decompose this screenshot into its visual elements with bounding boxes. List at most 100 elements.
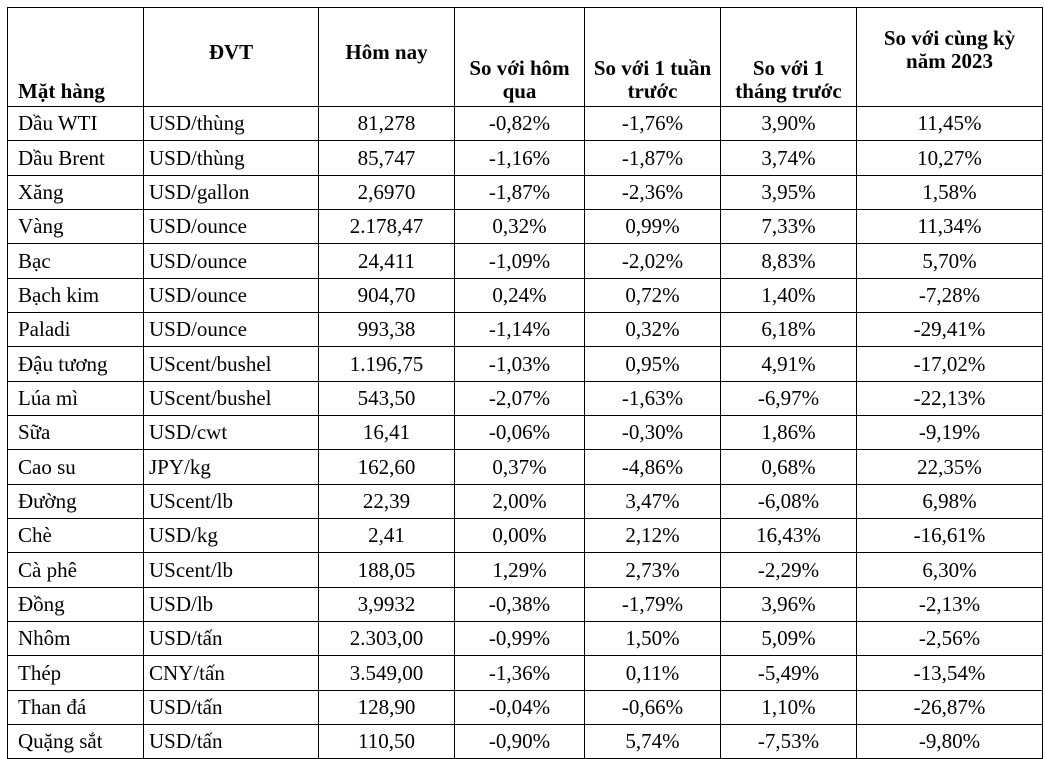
- cell-vs-yoy: 11,34%: [856, 209, 1043, 244]
- table-row: Xăng USD/gallon 2,6970 -1,87% -2,36% 3,95% 1,5…: [7, 175, 1043, 210]
- cell-vs-week: -4,86%: [584, 449, 721, 485]
- cell-vs-month: 5,09%: [720, 621, 857, 656]
- cell-today: 904,70: [318, 278, 455, 313]
- cell-vs-yoy: 5,70%: [856, 243, 1043, 279]
- cell-vs-week: -1,79%: [584, 587, 721, 622]
- cell-item: Cao su: [7, 449, 144, 485]
- cell-today: 2,6970: [318, 175, 455, 210]
- cell-vs-month: 3,96%: [720, 587, 857, 622]
- cell-today: 110,50: [318, 724, 455, 759]
- cell-vs-week: 3,47%: [584, 484, 721, 519]
- table-row: Paladi USD/ounce 993,38 -1,14% 0,32% 6,18% -29…: [7, 312, 1043, 347]
- cell-unit: USD/thùng: [143, 140, 319, 176]
- cell-unit: USD/ounce: [143, 278, 319, 313]
- table-body: Dầu WTI USD/thùng 81,278 -0,82% -1,76% 3,90% 1…: [7, 106, 1043, 759]
- cell-item: Dầu WTI: [7, 106, 144, 141]
- cell-unit: USD/kg: [143, 518, 319, 553]
- cell-vs-yoy: 1,58%: [856, 175, 1043, 210]
- cell-today: 85,747: [318, 140, 455, 176]
- cell-unit: CNY/tấn: [143, 655, 319, 691]
- cell-vs-yesterday: 0,32%: [454, 209, 585, 244]
- cell-vs-yesterday: -1,16%: [454, 140, 585, 176]
- cell-unit: USD/ounce: [143, 209, 319, 244]
- cell-vs-month: 0,68%: [720, 449, 857, 485]
- cell-item: Đường: [7, 484, 144, 519]
- cell-vs-month: 16,43%: [720, 518, 857, 553]
- cell-vs-yoy: -29,41%: [856, 312, 1043, 347]
- cell-vs-yoy: -9,80%: [856, 724, 1043, 759]
- cell-vs-week: 5,74%: [584, 724, 721, 759]
- table-row: Đậu tương UScent/bushel 1.196,75 -1,03% 0,95…: [7, 346, 1043, 382]
- cell-vs-yoy: -13,54%: [856, 655, 1043, 691]
- cell-item: Bạch kim: [7, 278, 144, 313]
- cell-vs-month: -6,08%: [720, 484, 857, 519]
- cell-item: Thép: [7, 655, 144, 691]
- cell-vs-yesterday: 0,24%: [454, 278, 585, 313]
- cell-vs-week: 2,12%: [584, 518, 721, 553]
- cell-vs-yoy: -22,13%: [856, 381, 1043, 416]
- cell-vs-yesterday: -0,82%: [454, 106, 585, 141]
- cell-vs-yoy: -26,87%: [856, 690, 1043, 725]
- cell-vs-yoy: 6,98%: [856, 484, 1043, 519]
- cell-vs-week: 0,32%: [584, 312, 721, 347]
- cell-vs-yesterday: -1,14%: [454, 312, 585, 347]
- table-row: Bạc USD/ounce 24,411 -1,09% -2,02% 8,83% 5,70%: [7, 243, 1043, 279]
- cell-today: 128,90: [318, 690, 455, 725]
- cell-vs-week: 0,11%: [584, 655, 721, 691]
- table-row: Nhôm USD/tấn 2.303,00 -0,99% 1,50% 5,09% -2,56…: [7, 621, 1043, 656]
- cell-vs-month: 4,91%: [720, 346, 857, 382]
- cell-vs-month: 3,74%: [720, 140, 857, 176]
- cell-vs-yoy: -7,28%: [856, 278, 1043, 313]
- cell-vs-yesterday: -1,87%: [454, 175, 585, 210]
- cell-unit: USD/cwt: [143, 415, 319, 450]
- table-row: Than đá USD/tấn 128,90 -0,04% -0,66% 1,10% -26…: [7, 690, 1043, 725]
- table-row: Cà phê UScent/lb 188,05 1,29% 2,73% -2,29% 6,3…: [7, 552, 1043, 588]
- cell-vs-month: 3,90%: [720, 106, 857, 141]
- cell-today: 1.196,75: [318, 346, 455, 382]
- cell-today: 2.178,47: [318, 209, 455, 244]
- cell-vs-yoy: -2,56%: [856, 621, 1043, 656]
- cell-vs-month: -6,97%: [720, 381, 857, 416]
- cell-unit: USD/gallon: [143, 175, 319, 210]
- cell-vs-yesterday: 0,37%: [454, 449, 585, 485]
- cell-today: 993,38: [318, 312, 455, 347]
- cell-vs-yoy: -9,19%: [856, 415, 1043, 450]
- cell-vs-week: -1,63%: [584, 381, 721, 416]
- cell-item: Xăng: [7, 175, 144, 210]
- cell-unit: UScent/bushel: [143, 381, 319, 416]
- table-row: Dầu Brent USD/thùng 85,747 -1,16% -1,87% 3,74…: [7, 140, 1043, 176]
- cell-item: Quặng sắt: [7, 724, 144, 759]
- cell-today: 3,9932: [318, 587, 455, 622]
- table-row: Sữa USD/cwt 16,41 -0,06% -0,30% 1,86% -9,19%: [7, 415, 1043, 450]
- cell-item: Cà phê: [7, 552, 144, 588]
- cell-unit: USD/ounce: [143, 243, 319, 279]
- cell-vs-month: 1,86%: [720, 415, 857, 450]
- cell-today: 162,60: [318, 449, 455, 485]
- cell-unit: UScent/lb: [143, 552, 319, 588]
- table-row: Bạch kim USD/ounce 904,70 0,24% 0,72% 1,40% -7…: [7, 278, 1043, 313]
- cell-item: Dầu Brent: [7, 140, 144, 176]
- header-vs-yoy: So với cùng kỳ năm 2023: [856, 7, 1043, 107]
- cell-vs-week: 2,73%: [584, 552, 721, 588]
- cell-unit: USD/tấn: [143, 690, 319, 725]
- cell-today: 24,411: [318, 243, 455, 279]
- cell-vs-month: -5,49%: [720, 655, 857, 691]
- cell-item: Đồng: [7, 587, 144, 622]
- cell-vs-yoy: -17,02%: [856, 346, 1043, 382]
- cell-vs-yesterday: -0,06%: [454, 415, 585, 450]
- cell-item: Lúa mì: [7, 381, 144, 416]
- table-row: Cao su JPY/kg 162,60 0,37% -4,86% 0,68% 22,35%: [7, 449, 1043, 485]
- cell-unit: USD/ounce: [143, 312, 319, 347]
- cell-vs-yoy: 11,45%: [856, 106, 1043, 141]
- cell-item: Than đá: [7, 690, 144, 725]
- cell-vs-yoy: -2,13%: [856, 587, 1043, 622]
- cell-item: Vàng: [7, 209, 144, 244]
- header-vs-month: So với 1 tháng trước: [720, 7, 857, 107]
- cell-vs-yesterday: 2,00%: [454, 484, 585, 519]
- cell-vs-yesterday: -0,99%: [454, 621, 585, 656]
- cell-today: 2.303,00: [318, 621, 455, 656]
- cell-vs-month: 6,18%: [720, 312, 857, 347]
- cell-unit: USD/tấn: [143, 621, 319, 656]
- header-today: Hôm nay: [318, 7, 455, 107]
- table-row: Thép CNY/tấn 3.549,00 -1,36% 0,11% -5,49% -13,…: [7, 655, 1043, 691]
